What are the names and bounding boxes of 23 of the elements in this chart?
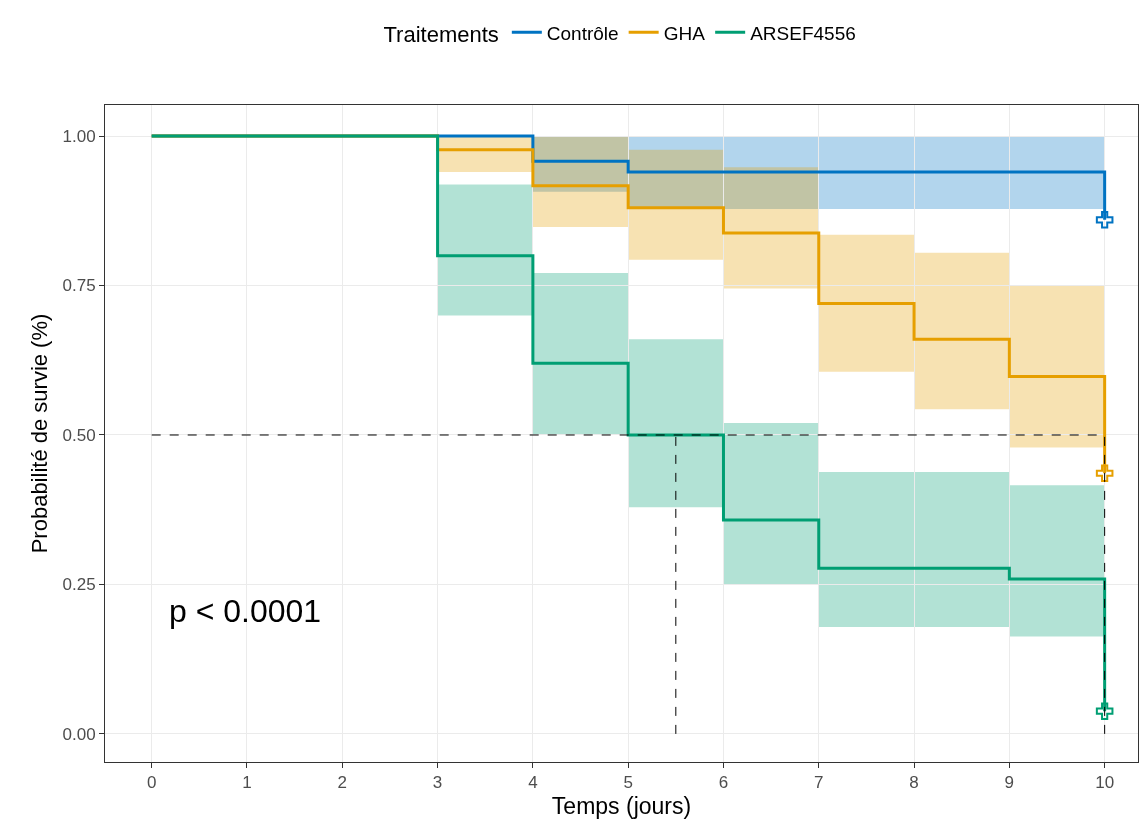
x-tick-label: 7 — [814, 773, 824, 793]
x-tick-label: 5 — [623, 773, 633, 793]
legend-label: GHA — [663, 22, 706, 44]
x-tick-label: 9 — [1004, 773, 1015, 793]
y-tick-label: 0.25 — [62, 575, 96, 595]
x-tick-label: 1 — [242, 773, 252, 793]
y-tick-label: 0.50 — [62, 425, 96, 445]
y-tick-label: 1.00 — [62, 127, 96, 147]
x-tick-label: 2 — [337, 773, 348, 793]
x-tick-label: 10 — [1095, 773, 1115, 793]
legend-label: ARSEF4556 — [750, 22, 856, 44]
legend-label: Contrôle — [546, 22, 619, 44]
x-tick-label: 6 — [718, 773, 729, 793]
annotation: p < 0.0001 — [169, 593, 322, 629]
x-tick-label: 0 — [146, 773, 157, 793]
y-tick-label: 0.00 — [62, 724, 96, 744]
x-tick-label: 4 — [528, 773, 538, 793]
legend-title: Traitements — [383, 22, 499, 48]
y-axis-title: Probabilité de survie (%) — [27, 313, 53, 554]
y-tick-label: 0.75 — [62, 276, 96, 296]
x-axis-title: Temps (jours) — [551, 793, 692, 819]
x-tick-label: 8 — [909, 773, 919, 793]
x-tick-label: 3 — [432, 773, 443, 793]
